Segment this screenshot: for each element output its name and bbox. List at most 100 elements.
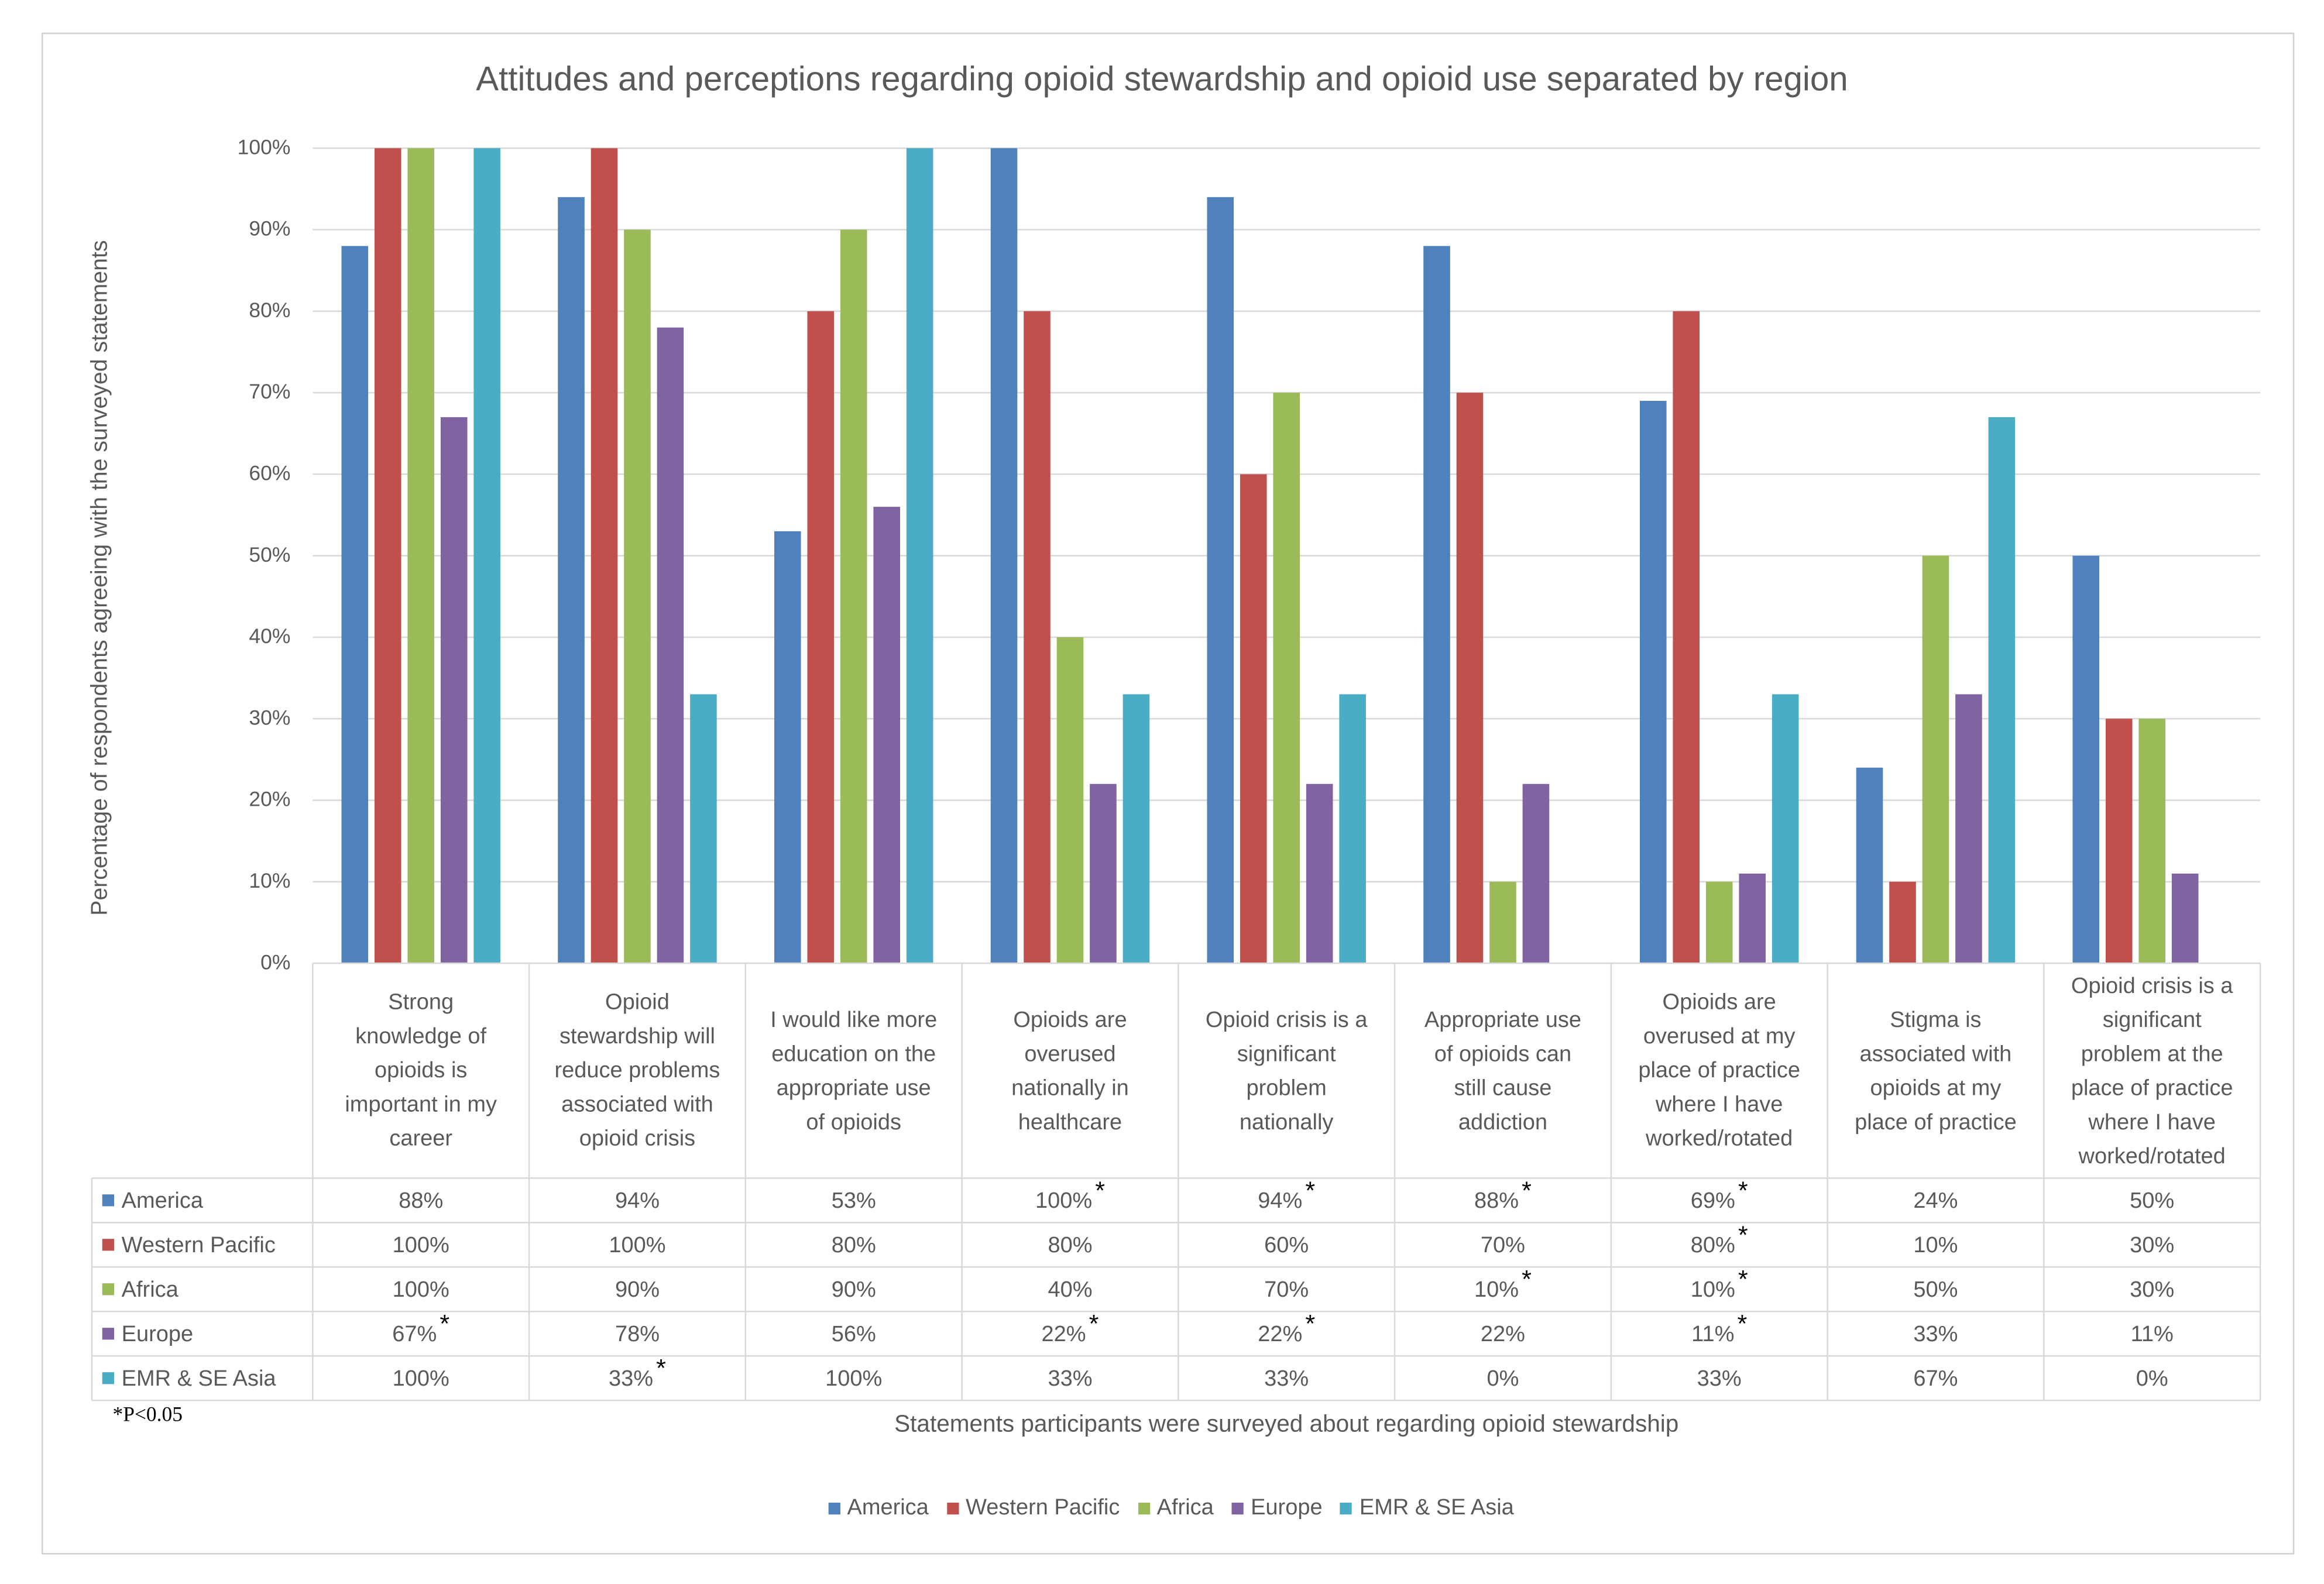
- data-value: 100%: [825, 1365, 883, 1391]
- table-cell: 22% *: [962, 1310, 1179, 1356]
- data-value: 67%: [1913, 1365, 1958, 1391]
- bar-europe-4: [1306, 784, 1333, 964]
- data-value: 33%: [1913, 1321, 1958, 1346]
- bar-emr-se-asia-7: [1988, 417, 2016, 964]
- table-cell: 10%: [1828, 1222, 2044, 1267]
- legend-label: EMR & SE Asia: [1359, 1495, 1514, 1521]
- table-row-label: Africa: [95, 1267, 313, 1311]
- data-value: 22%: [1480, 1321, 1525, 1346]
- bar-america-3: [990, 148, 1018, 964]
- bar-america-4: [1207, 197, 1234, 964]
- series-name: Africa: [121, 1276, 178, 1302]
- category-label: Strong knowledge of opioids is important…: [345, 989, 497, 1152]
- table-cell: 33%: [962, 1356, 1179, 1400]
- bar-africa-0: [407, 148, 435, 964]
- legend-item: America: [828, 1495, 929, 1520]
- legend-label: Africa: [1156, 1495, 1214, 1521]
- data-value: 78%: [615, 1321, 660, 1346]
- table-cell: 90%: [746, 1267, 962, 1311]
- bar-emr-se-asia-4: [1339, 694, 1366, 964]
- table-cell: 50%: [1828, 1267, 2044, 1311]
- legend-swatch-icon: [946, 1501, 959, 1514]
- bar-emr-se-asia-0: [473, 148, 500, 964]
- significance-marker: *: [1737, 1310, 1748, 1338]
- category-label: Opioids are overused nationally in healt…: [1011, 1006, 1129, 1135]
- data-value: 100%: [609, 1232, 666, 1257]
- bar-america-7: [1856, 767, 1883, 964]
- y-tick-label: 60%: [249, 461, 291, 485]
- legend-swatch-icon: [1340, 1501, 1352, 1514]
- bar-western-pacific-8: [2105, 719, 2133, 964]
- legend-swatch-icon: [1231, 1501, 1244, 1514]
- bar-emr-se-asia-1: [690, 694, 717, 964]
- table-cell: 88% *: [1395, 1176, 1611, 1222]
- legend-swatch-icon: [1137, 1501, 1149, 1514]
- table-cell: 40%: [962, 1267, 1179, 1311]
- significance-marker: *: [1305, 1310, 1316, 1338]
- table-cell: 70%: [1178, 1267, 1395, 1311]
- data-value: 100%: [1035, 1187, 1093, 1213]
- data-value: 56%: [831, 1321, 876, 1346]
- legend-item: Europe: [1231, 1495, 1323, 1520]
- bar-africa-8: [2138, 719, 2165, 964]
- bar-africa-1: [624, 229, 651, 964]
- table-cell: 80%: [746, 1222, 962, 1267]
- table-cell: 33%: [1178, 1356, 1395, 1400]
- data-value: 30%: [2130, 1232, 2175, 1257]
- table-cell: 22%: [1395, 1311, 1611, 1356]
- bar-africa-4: [1273, 393, 1300, 964]
- bar-western-pacific-6: [1673, 311, 1700, 964]
- legend-swatch-icon: [102, 1239, 115, 1251]
- table-cell: 100%: [313, 1356, 529, 1400]
- data-value: 33%: [1697, 1365, 1742, 1391]
- table-cell: 30%: [2044, 1222, 2260, 1267]
- table-cell: 94% *: [1178, 1177, 1395, 1222]
- category-label: Appropriate use of opioids can still cau…: [1424, 1006, 1582, 1135]
- table-cell: 22% *: [1178, 1310, 1395, 1356]
- table-cell: 80% *: [1611, 1221, 1828, 1267]
- legend-item: Western Pacific: [946, 1495, 1120, 1520]
- table-cell: 53%: [746, 1178, 962, 1222]
- data-value: 33%: [609, 1365, 654, 1391]
- table-cell: 33% *: [529, 1355, 746, 1400]
- data-value: 33%: [1264, 1365, 1309, 1391]
- table-cell: 80%: [962, 1222, 1179, 1267]
- bar-africa-5: [1489, 881, 1516, 964]
- y-axis-label: Percentage of respondents agreeing with …: [87, 240, 113, 916]
- bar-europe-8: [2171, 873, 2199, 964]
- significance-marker: *: [1522, 1176, 1532, 1205]
- data-value: 10%: [1690, 1276, 1735, 1302]
- series-name: Europe: [121, 1321, 194, 1346]
- bar-western-pacific-3: [1024, 311, 1051, 964]
- bar-europe-7: [1955, 694, 1982, 964]
- data-value: 100%: [392, 1232, 449, 1257]
- data-value: 80%: [1048, 1232, 1093, 1257]
- table-cell: 67% *: [313, 1310, 529, 1356]
- data-value: 80%: [1690, 1232, 1735, 1257]
- series-name: Western Pacific: [121, 1232, 276, 1257]
- data-value: 90%: [831, 1276, 876, 1302]
- table-cell: 94%: [529, 1178, 746, 1222]
- bar-america-1: [558, 197, 585, 964]
- y-tick-label: 50%: [249, 542, 291, 566]
- table-cell: 0%: [1395, 1356, 1611, 1400]
- legend-item: Africa: [1137, 1495, 1214, 1521]
- legend-swatch-icon: [102, 1328, 115, 1340]
- table-cell: 11% *: [1611, 1310, 1828, 1356]
- data-value: 100%: [392, 1276, 449, 1302]
- category-label: Opioid crisis is a significant problem a…: [2071, 973, 2233, 1169]
- legend-swatch-icon: [102, 1194, 115, 1207]
- significance-marker: *: [1738, 1176, 1748, 1205]
- data-value: 94%: [1258, 1187, 1303, 1213]
- bar-america-8: [2072, 555, 2100, 964]
- legend-label: Western Pacific: [966, 1495, 1120, 1521]
- data-value: 11%: [2130, 1321, 2174, 1346]
- data-value: 22%: [1041, 1321, 1086, 1346]
- table-cell: 0%: [2044, 1356, 2260, 1400]
- y-tick-label: 0%: [260, 950, 291, 974]
- legend: America Western Pacific Africa Europe EMR & …: [0, 1495, 2324, 1520]
- x-axis-label: Statements participants were surveyed ab…: [894, 1412, 1679, 1438]
- data-value: 70%: [1264, 1276, 1309, 1302]
